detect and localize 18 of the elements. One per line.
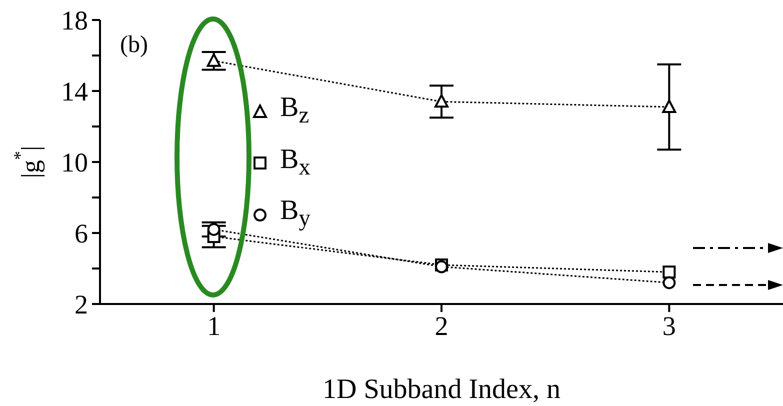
x-axis-title: 1D Subband Index, n bbox=[322, 374, 560, 405]
y-tick-label: 2 bbox=[74, 290, 88, 320]
legend-label: B$_{z}$ bbox=[280, 91, 310, 131]
legend-label: B$_{y}$ bbox=[280, 194, 310, 234]
x-tick-label: 2 bbox=[434, 311, 448, 342]
annotation: (b) bbox=[120, 32, 148, 58]
x-tick-label: 1 bbox=[207, 311, 221, 342]
y-tick-label: 14 bbox=[61, 76, 88, 107]
y-tick-label: 10 bbox=[61, 148, 88, 178]
point bbox=[206, 53, 221, 67]
point bbox=[662, 99, 676, 113]
x-tick-label: 3 bbox=[662, 311, 676, 342]
y-tick-label: 18 bbox=[61, 6, 88, 36]
point bbox=[434, 94, 448, 108]
point bbox=[662, 266, 676, 279]
point bbox=[662, 276, 676, 290]
legend-label: B$_{x}$ bbox=[280, 142, 310, 182]
y-tick-label: 6 bbox=[74, 218, 88, 249]
